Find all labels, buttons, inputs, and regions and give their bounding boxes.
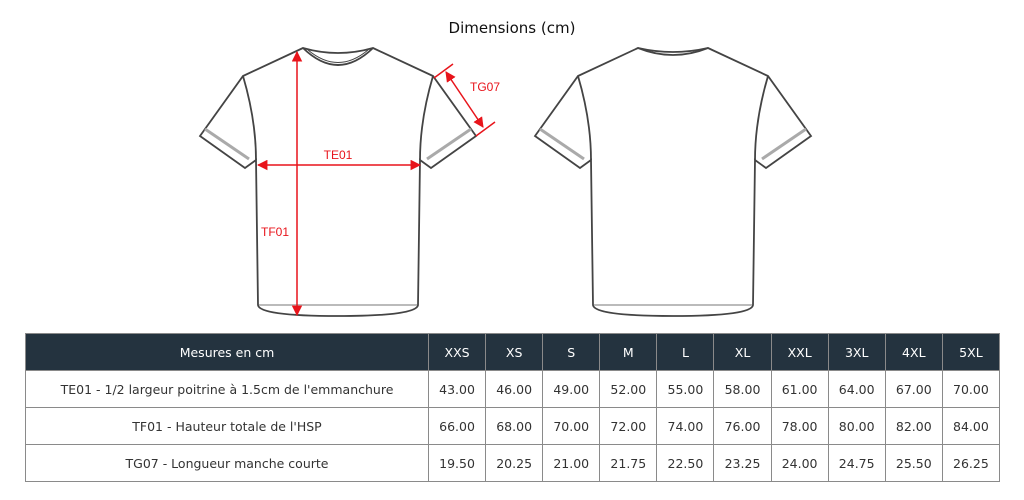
value-cell: 20.25 [485,444,544,482]
value-cell: 21.00 [542,444,601,482]
value-cell: 23.25 [713,444,772,482]
value-cell: 22.50 [656,444,715,482]
size-header: L [656,333,715,371]
value-cell: 58.00 [713,370,772,408]
value-cell: 21.75 [599,444,658,482]
value-cell: 52.00 [599,370,658,408]
row-label: TG07 - Longueur manche courte [25,444,429,482]
value-cell: 19.50 [427,444,487,482]
value-cell: 74.00 [656,407,715,445]
value-cell: 25.50 [884,444,943,482]
table-row: TE01 - 1/2 largeur poitrine à 1.5cm de l… [25,370,1001,408]
header-cell: Mesures en cm [25,333,429,371]
value-cell: 24.00 [770,444,829,482]
value-cell: 66.00 [427,407,487,445]
row-label: TF01 - Hauteur totale de l'HSP [25,407,429,445]
tshirt-back [533,47,813,317]
size-header: 5XL [941,333,1001,371]
size-header: XS [485,333,544,371]
value-cell: 84.00 [941,407,1001,445]
table-header-row: Mesures en cm XXS XS S M L XL XXL 3XL 4X… [25,333,1001,371]
size-header: M [599,333,658,371]
value-cell: 64.00 [827,370,886,408]
size-header: XXL [770,333,829,371]
value-cell: 68.00 [485,407,544,445]
value-cell: 49.00 [542,370,601,408]
size-header: XL [713,333,772,371]
label-tg07: TG07 [470,80,500,94]
tshirt-diagram: TE01 TF01 TG07 [198,47,813,317]
table-row: TG07 - Longueur manche courte 19.50 20.25 2… [25,444,1001,482]
size-header: 3XL [827,333,886,371]
value-cell: 72.00 [599,407,658,445]
label-te01: TE01 [324,148,353,162]
value-cell: 24.75 [827,444,886,482]
value-cell: 82.00 [884,407,943,445]
size-header: 4XL [884,333,943,371]
value-cell: 61.00 [770,370,829,408]
size-header: S [542,333,601,371]
value-cell: 26.25 [941,444,1001,482]
label-tf01: TF01 [261,225,289,239]
size-header: XXS [427,333,487,371]
value-cell: 55.00 [656,370,715,408]
value-cell: 80.00 [827,407,886,445]
value-cell: 70.00 [941,370,1001,408]
size-table: Mesures en cm XXS XS S M L XL XXL 3XL 4X… [25,333,1001,482]
tshirt-front [198,47,478,317]
value-cell: 78.00 [770,407,829,445]
measure-lines [256,50,496,317]
value-cell: 67.00 [884,370,943,408]
page-title: Dimensions (cm) [448,19,576,37]
value-cell: 43.00 [427,370,487,408]
value-cell: 46.00 [485,370,544,408]
value-cell: 76.00 [713,407,772,445]
row-label: TE01 - 1/2 largeur poitrine à 1.5cm de l… [25,370,429,408]
value-cell: 70.00 [542,407,601,445]
table-row: TF01 - Hauteur totale de l'HSP 66.00 68.00… [25,407,1001,445]
